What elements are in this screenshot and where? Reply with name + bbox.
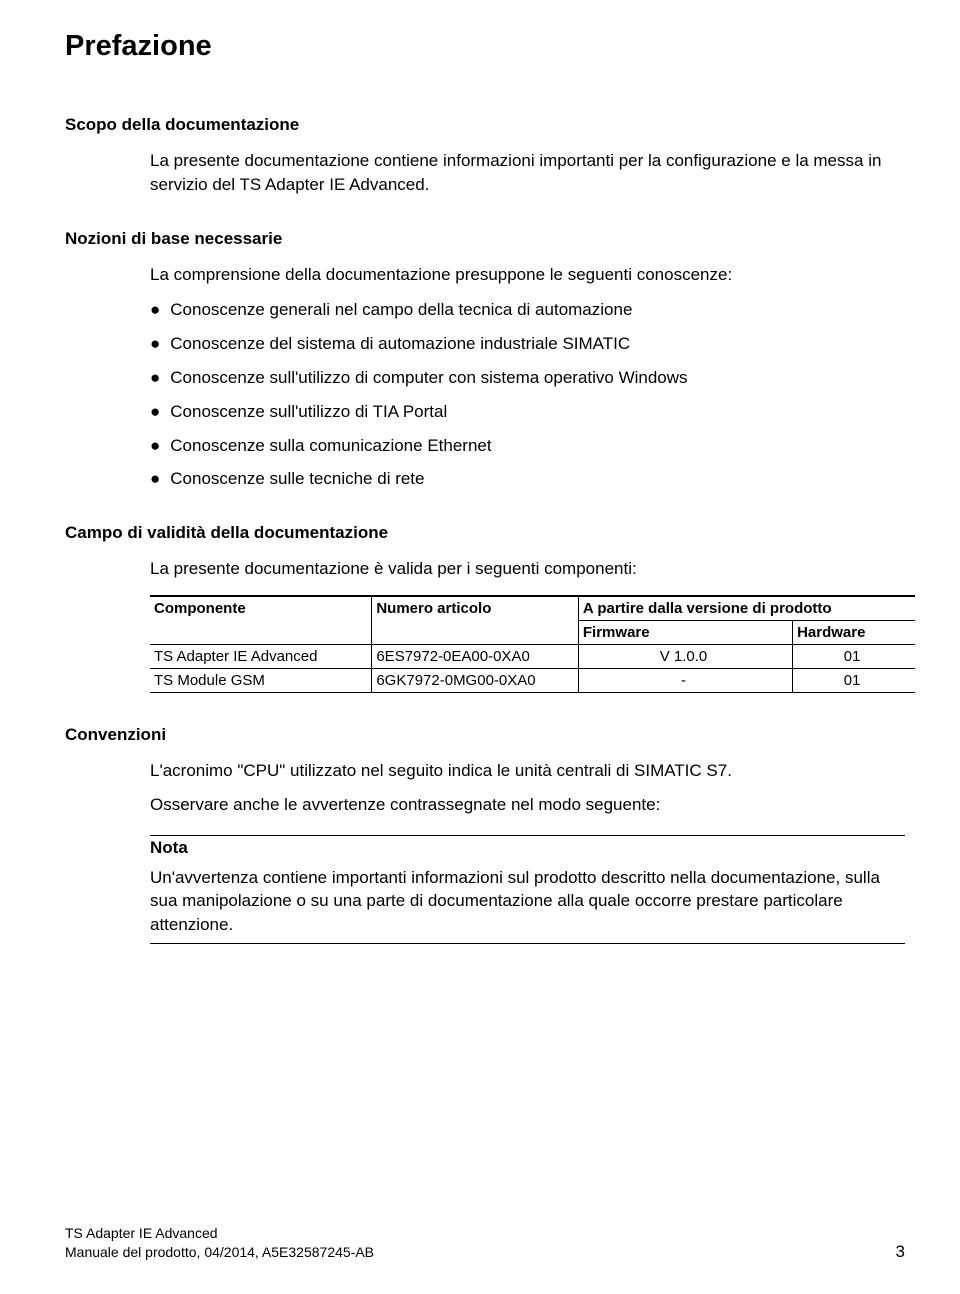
list-item: ● Conoscenze generali nel campo della tec… <box>150 298 905 322</box>
list-item-label: Conoscenze sull'utilizzo di computer con… <box>170 366 687 390</box>
section-validity: Campo di validità della documentazione L… <box>65 523 905 693</box>
note-label: Nota <box>150 838 905 858</box>
list-item-label: Conoscenze generali nel campo della tecn… <box>170 298 632 322</box>
conventions-text-1: L'acronimo "CPU" utilizzato nel seguito … <box>150 759 905 783</box>
basics-heading: Nozioni di base necessarie <box>65 229 905 249</box>
note-text: Un'avvertenza contiene importanti inform… <box>150 866 905 937</box>
validity-text: La presente documentazione è valida per … <box>150 557 905 581</box>
page-title: Prefazione <box>65 30 905 63</box>
section-conventions: Convenzioni L'acronimo "CPU" utilizzato … <box>65 725 905 944</box>
scope-heading: Scopo della documentazione <box>65 115 905 135</box>
cell-article: 6ES7972-0EA00-0XA0 <box>372 644 579 668</box>
section-basics: Nozioni di base necessarie La comprensio… <box>65 229 905 492</box>
components-table: Componente Numero articolo A partire dal… <box>150 595 915 693</box>
conventions-heading: Convenzioni <box>65 725 905 745</box>
footer-docinfo: Manuale del prodotto, 04/2014, A5E325872… <box>65 1243 374 1262</box>
page-number: 3 <box>896 1242 905 1262</box>
th-firmware: Firmware <box>578 620 792 644</box>
list-item: ● Conoscenze sull'utilizzo di TIA Portal <box>150 400 905 424</box>
bullet-icon: ● <box>150 467 160 491</box>
th-version-group: A partire dalla versione di prodotto <box>578 596 915 621</box>
scope-text: La presente documentazione contiene info… <box>150 149 905 197</box>
cell-firmware: - <box>578 668 792 692</box>
note-rule-bottom <box>150 943 905 944</box>
list-item: ● Conoscenze sulla comunicazione Ethernet <box>150 434 905 458</box>
table-row: TS Adapter IE Advanced 6ES7972-0EA00-0XA… <box>150 644 915 668</box>
cell-hardware: 01 <box>793 644 915 668</box>
list-item-label: Conoscenze del sistema di automazione in… <box>170 332 630 356</box>
bullet-icon: ● <box>150 298 160 322</box>
th-hardware: Hardware <box>793 620 915 644</box>
list-item: ● Conoscenze sulle tecniche di rete <box>150 467 905 491</box>
note-rule-top <box>150 835 905 836</box>
cell-article: 6GK7972-0MG00-0XA0 <box>372 668 579 692</box>
bullet-icon: ● <box>150 366 160 390</box>
th-component: Componente <box>150 596 372 645</box>
cell-component: TS Module GSM <box>150 668 372 692</box>
cell-hardware: 01 <box>793 668 915 692</box>
bullet-icon: ● <box>150 434 160 458</box>
bullet-icon: ● <box>150 332 160 356</box>
table-row: TS Module GSM 6GK7972-0MG00-0XA0 - 01 <box>150 668 915 692</box>
cell-firmware: V 1.0.0 <box>578 644 792 668</box>
list-item-label: Conoscenze sulle tecniche di rete <box>170 467 424 491</box>
list-item: ● Conoscenze del sistema di automazione i… <box>150 332 905 356</box>
validity-heading: Campo di validità della documentazione <box>65 523 905 543</box>
conventions-text-2: Osservare anche le avvertenze contrasseg… <box>150 793 905 817</box>
bullet-icon: ● <box>150 400 160 424</box>
section-scope: Scopo della documentazione La presente d… <box>65 115 905 197</box>
list-item-label: Conoscenze sull'utilizzo di TIA Portal <box>170 400 447 424</box>
footer-product: TS Adapter IE Advanced <box>65 1224 374 1243</box>
list-item: ● Conoscenze sull'utilizzo di computer co… <box>150 366 905 390</box>
page-footer: TS Adapter IE Advanced Manuale del prodo… <box>65 1224 905 1262</box>
th-article: Numero articolo <box>372 596 579 645</box>
basics-list: ● Conoscenze generali nel campo della tec… <box>150 298 905 491</box>
list-item-label: Conoscenze sulla comunicazione Ethernet <box>170 434 491 458</box>
basics-intro: La comprensione della documentazione pre… <box>150 263 905 287</box>
cell-component: TS Adapter IE Advanced <box>150 644 372 668</box>
